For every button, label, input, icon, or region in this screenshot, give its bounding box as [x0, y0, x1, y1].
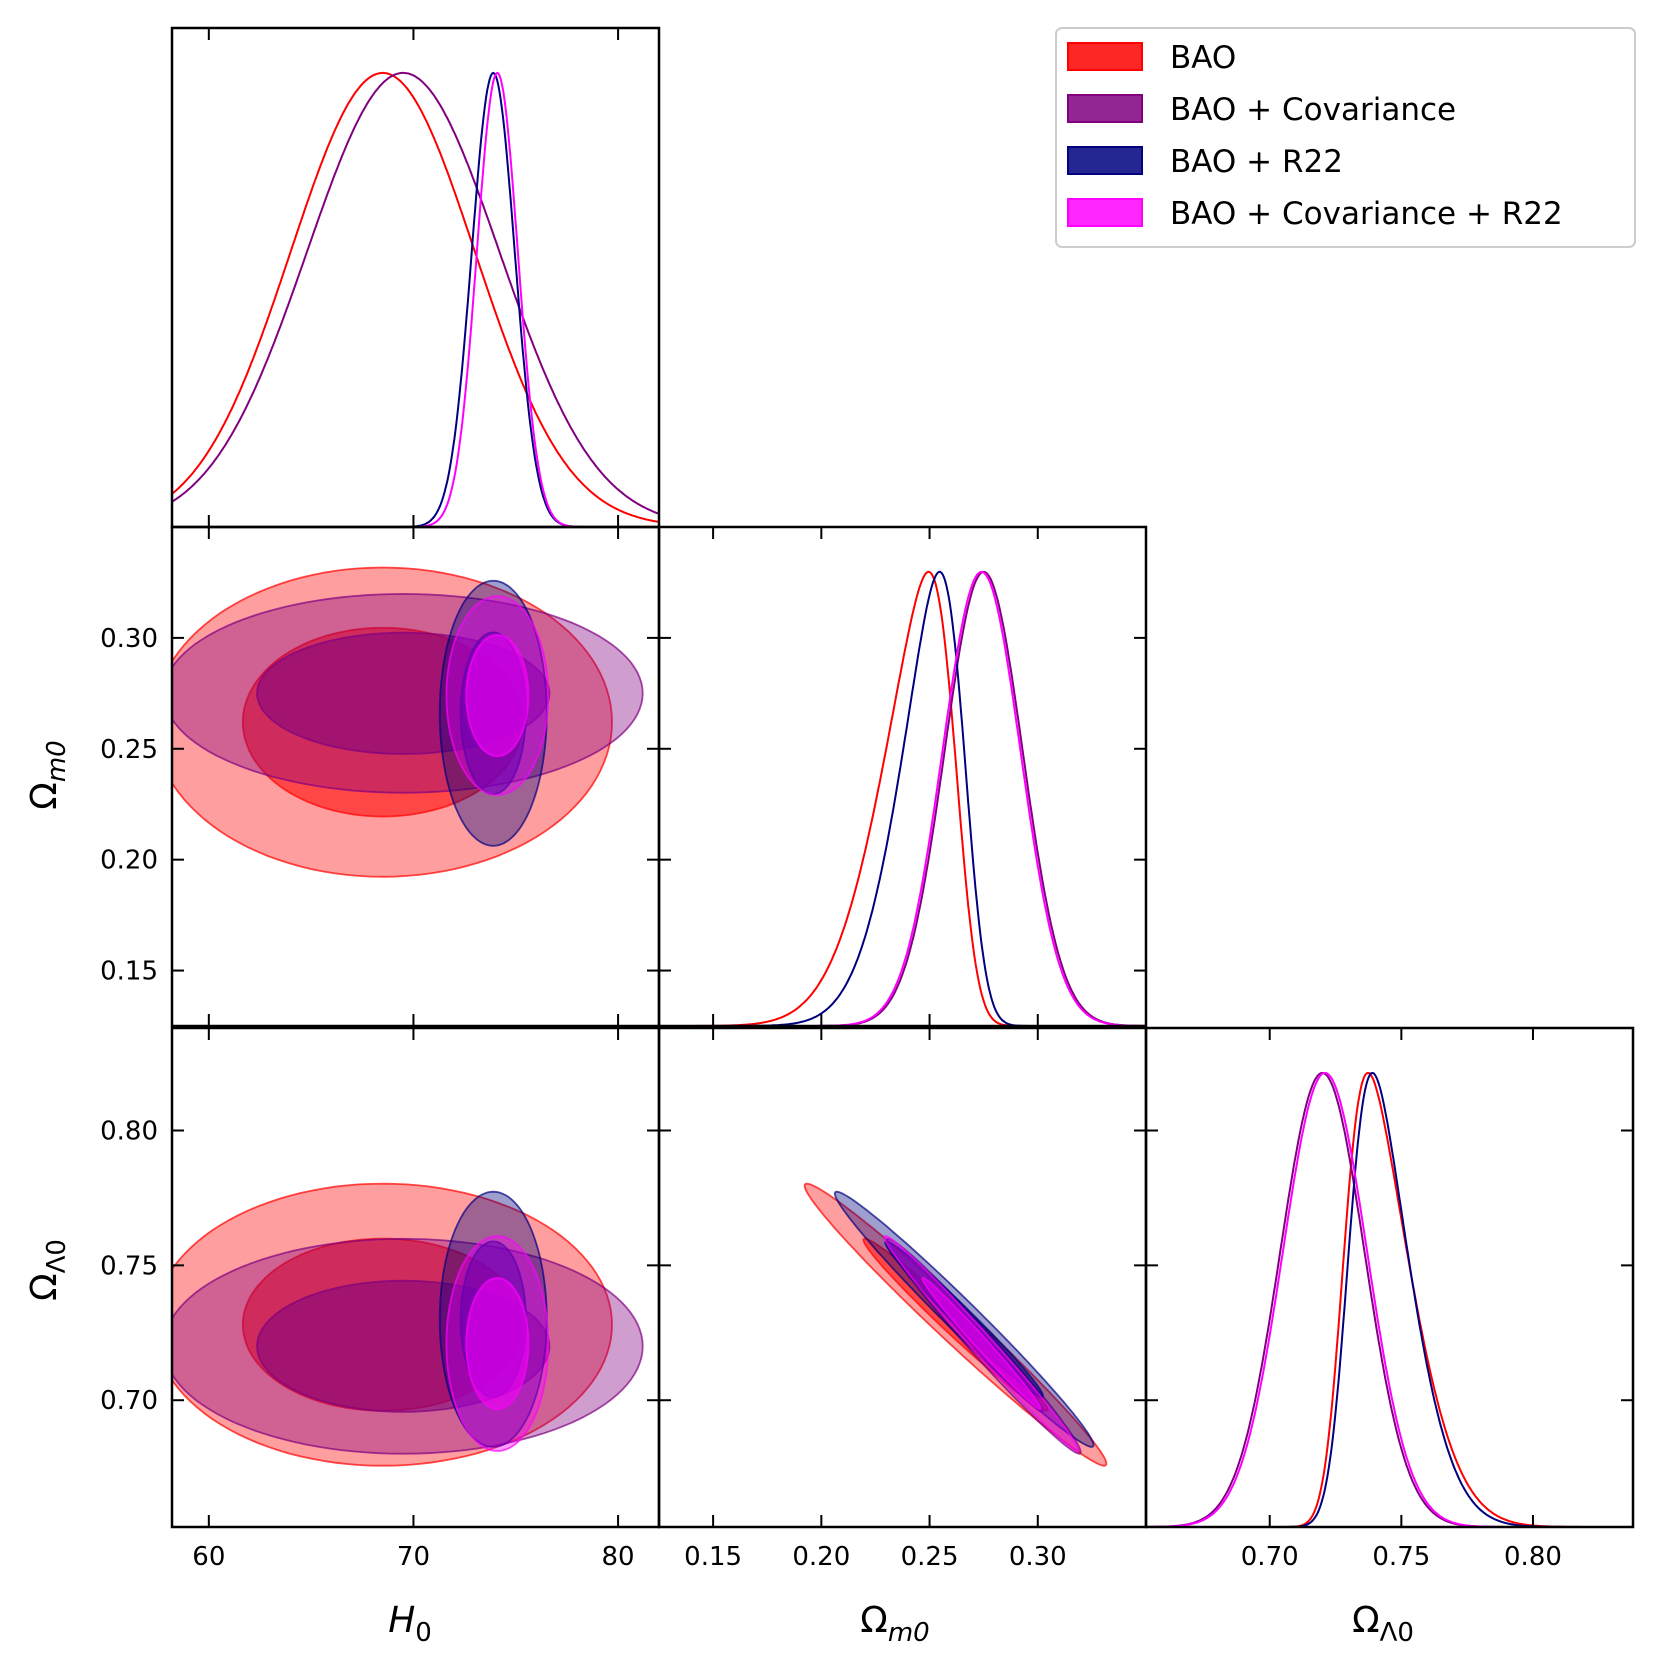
x-axis-label-ol: ΩΛ0	[1352, 1600, 1414, 1648]
legend-item-bao-covariance: BAO + Covariance	[1067, 92, 1456, 128]
tick-labels: 60 70 80 0.15 0.20 0.25 0.30 0.70 0.75 0.80 0.15 0.…	[100, 624, 1562, 1572]
legend-label: BAO + R22	[1170, 144, 1343, 180]
y-tick-label: 0.15	[100, 957, 158, 987]
marginal-curve-bao-covariance-r22	[172, 71, 659, 527]
x-tick-label: 60	[192, 1542, 225, 1572]
y-tick-label: 0.70	[100, 1386, 158, 1416]
marginal-curve-bao-r22	[1146, 1071, 1633, 1527]
legend-label: BAO + Covariance + R22	[1170, 196, 1563, 232]
legend-frame	[1055, 27, 1636, 248]
marginal-panel-ol	[1146, 1071, 1633, 1527]
x-tick-label: 0.15	[684, 1542, 742, 1572]
legend-item-bao-covariance-r22: BAO + Covariance + R22	[1067, 196, 1563, 232]
x-axis-label-h0: H0	[388, 1600, 432, 1648]
y-tick-label: 0.80	[100, 1116, 158, 1146]
marginal-curve-bao-covariance	[172, 71, 659, 515]
legend-item-bao: BAO	[1067, 40, 1236, 76]
legend-swatch	[1067, 42, 1143, 71]
legend-label: BAO + Covariance	[1170, 92, 1456, 128]
panels	[172, 71, 1633, 1527]
y-axis-label-ol: ΩΛ0	[24, 1239, 72, 1301]
tick-marks	[172, 28, 1633, 1527]
x-tick-label: 0.80	[1504, 1542, 1562, 1572]
x-tick-label: 0.20	[792, 1542, 850, 1572]
marginal-panel-h0	[172, 71, 659, 527]
contour-panel-h0-ol	[172, 1182, 644, 1467]
contour-68-bao-covariance-r22	[921, 1277, 1042, 1411]
y-tick-label: 0.20	[100, 846, 158, 876]
contour-panel-h0-om	[172, 566, 644, 878]
y-tick-label: 0.75	[100, 1251, 158, 1281]
x-tick-label: 70	[397, 1542, 430, 1572]
x-tick-label: 0.30	[1009, 1542, 1067, 1572]
panel-frame	[1144, 1026, 1635, 1529]
marginal-curve-bao-r22	[172, 71, 659, 527]
contour-68-bao-covariance-r22	[465, 633, 530, 758]
legend-swatch	[1067, 198, 1143, 227]
contour-68-bao-covariance-r22	[465, 1277, 530, 1411]
contour-panel-om-ol	[803, 1182, 1108, 1467]
marginal-curve-bao	[172, 71, 659, 523]
marginal-curve-bao-r22	[659, 570, 1146, 1026]
x-tick-label: 80	[602, 1542, 635, 1572]
marginal-curve-bao-covariance	[659, 570, 1146, 1026]
marginal-curve-bao-covariance	[1146, 1071, 1633, 1527]
marginal-curve-bao-covariance-r22	[659, 570, 1146, 1026]
x-tick-label: 0.25	[901, 1542, 959, 1572]
y-tick-label: 0.30	[100, 624, 158, 654]
legend-swatch	[1067, 94, 1143, 123]
marginal-curve-bao	[659, 570, 1146, 1026]
legend: BAO BAO + Covariance BAO + R22 BAO + Cov…	[1055, 27, 1636, 248]
marginal-curve-bao-covariance-r22	[1146, 1071, 1633, 1527]
x-axis-label-om: Ωm0	[860, 1600, 929, 1648]
panel-frame	[657, 525, 1148, 1028]
y-axis-label-om: Ωm0	[24, 740, 72, 809]
legend-item-bao-r22: BAO + R22	[1067, 144, 1343, 180]
marginal-panel-om	[659, 570, 1146, 1026]
legend-swatch	[1067, 146, 1143, 175]
x-tick-label: 0.70	[1241, 1542, 1299, 1572]
y-tick-label: 0.25	[100, 735, 158, 765]
panel-frames	[170, 26, 1635, 1529]
legend-label: BAO	[1170, 40, 1236, 76]
x-tick-label: 0.75	[1372, 1542, 1430, 1572]
